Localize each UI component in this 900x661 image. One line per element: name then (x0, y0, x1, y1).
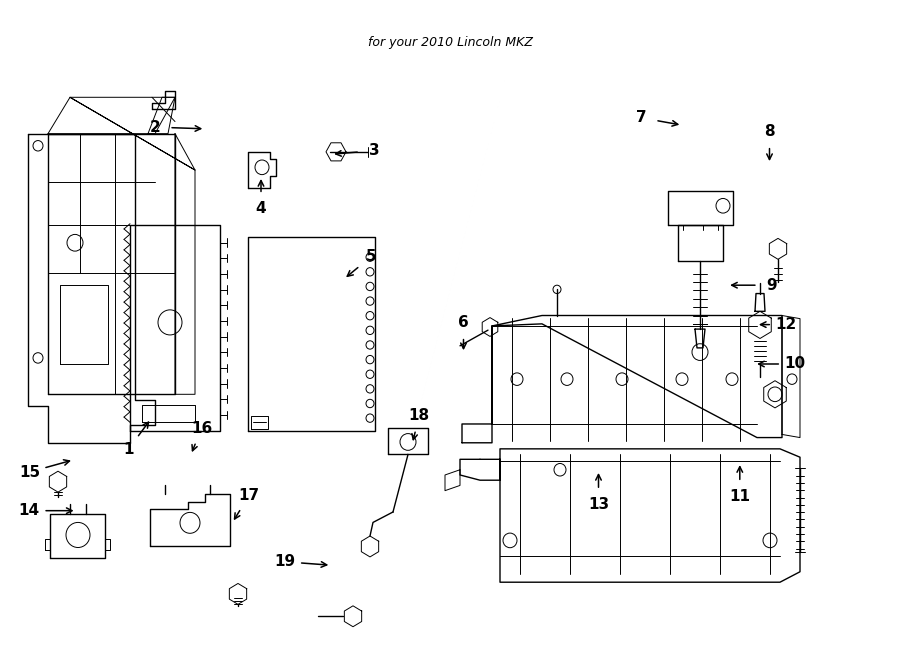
Text: 7: 7 (636, 110, 647, 126)
Text: 10: 10 (785, 356, 806, 371)
Text: 8: 8 (764, 124, 775, 139)
Text: 17: 17 (238, 488, 259, 504)
Text: 19: 19 (274, 555, 295, 569)
Text: 1: 1 (123, 442, 133, 457)
Text: 18: 18 (409, 408, 430, 423)
Text: 14: 14 (19, 503, 40, 518)
Text: 4: 4 (256, 202, 266, 216)
Text: for your 2010 Lincoln MKZ: for your 2010 Lincoln MKZ (367, 36, 533, 49)
Text: 11: 11 (729, 489, 751, 504)
Text: 2: 2 (149, 120, 160, 135)
Text: 12: 12 (776, 317, 796, 332)
Text: 13: 13 (588, 497, 609, 512)
Text: 6: 6 (458, 315, 469, 330)
Text: IGNITION SYSTEM: IGNITION SYSTEM (366, 6, 534, 24)
Text: 5: 5 (365, 249, 376, 264)
Text: 3: 3 (369, 143, 379, 158)
Text: 16: 16 (191, 420, 212, 436)
Text: 9: 9 (767, 278, 777, 293)
Text: 15: 15 (19, 465, 40, 479)
